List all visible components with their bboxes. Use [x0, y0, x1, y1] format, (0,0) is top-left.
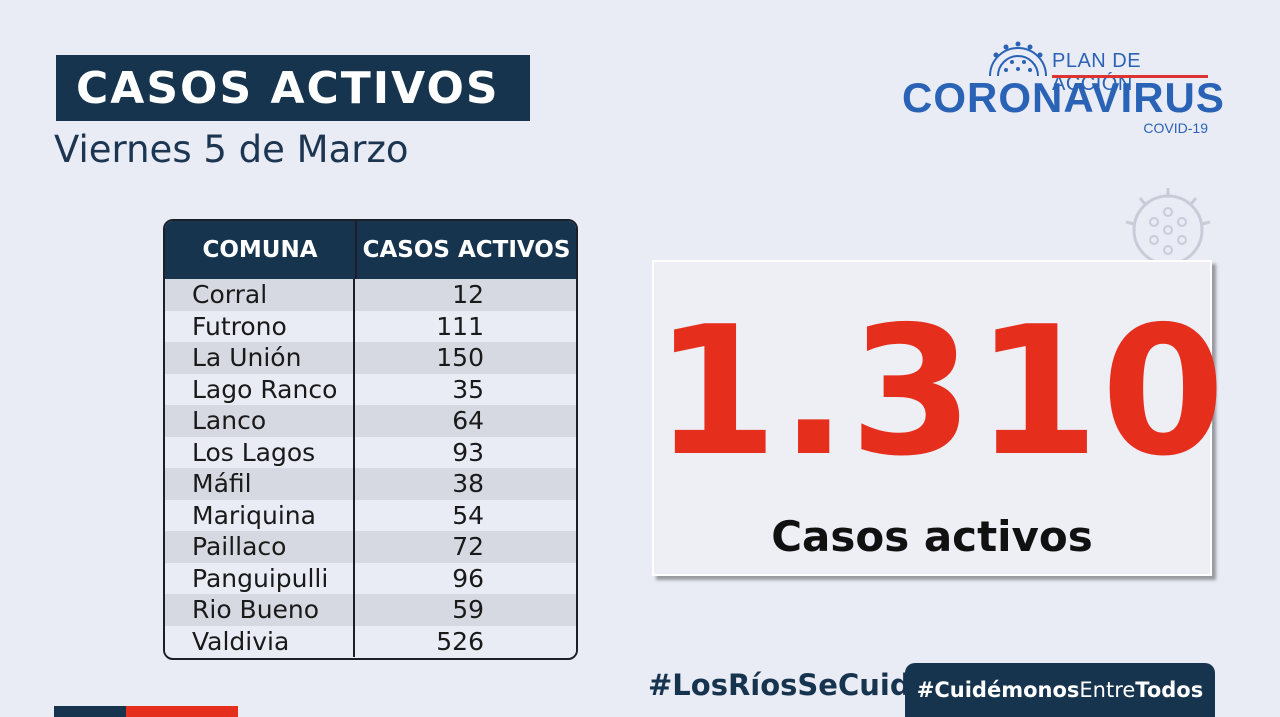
hashtag-los-rios: #LosRíosSeCuida — [648, 668, 931, 702]
casos-cell: 526 — [355, 625, 576, 657]
header-comuna: COMUNA — [165, 221, 357, 279]
comuna-cell: Máfil — [165, 468, 355, 500]
coronavirus-logo: PLAN DE ACCIÓN CORONAVIRUS COVID-19 — [900, 38, 1224, 138]
hashtag-part-3: Todos — [1135, 678, 1204, 702]
cases-table: COMUNA CASOS ACTIVOS Corral 12 Futrono 111 L… — [163, 219, 578, 660]
comuna-cell: Lanco — [165, 405, 355, 437]
table-row: Rio Bueno 59 — [165, 594, 576, 626]
virus-decoration-icon — [1125, 188, 1211, 260]
header-casos: CASOS ACTIVOS — [362, 237, 571, 263]
casos-cell: 54 — [355, 499, 576, 531]
casos-cell: 64 — [355, 405, 576, 437]
comuna-cell: Rio Bueno — [165, 594, 355, 626]
comuna-cell: La Unión — [165, 342, 355, 374]
casos-cell: 93 — [355, 436, 576, 468]
bottom-bar-red — [126, 706, 238, 717]
table-row: Corral 12 — [165, 279, 576, 311]
table-row: La Unión 150 — [165, 342, 576, 374]
hashtag-cuidemonos: #Cuidémonos Entre Todos — [905, 663, 1215, 717]
logo-covid-text: COVID-19 — [1143, 120, 1208, 136]
bottom-accent-bar — [54, 706, 238, 717]
total-label: Casos activos — [771, 512, 1093, 561]
table-row: Los Lagos 93 — [165, 436, 576, 468]
comuna-cell: Mariquina — [165, 499, 355, 531]
table-row: Valdivia 526 — [165, 625, 576, 657]
comuna-cell: Corral — [165, 279, 355, 311]
casos-cell: 35 — [355, 373, 576, 405]
logo-divider — [1052, 75, 1208, 78]
logo-main-text: CORONAVIRUS — [902, 74, 1225, 121]
casos-cell: 72 — [355, 531, 576, 563]
comuna-cell: Valdivia — [165, 625, 355, 657]
page-title: CASOS ACTIVOS — [56, 55, 530, 121]
casos-cell: 38 — [355, 468, 576, 500]
comuna-cell: Lago Ranco — [165, 373, 355, 405]
table-row: Mariquina 54 — [165, 499, 576, 531]
table-row: Máfil 38 — [165, 468, 576, 500]
logo-plan-text: PLAN DE ACCIÓN — [1052, 50, 1142, 95]
comuna-cell: Paillaco — [165, 531, 355, 563]
total-value: 1.310 — [654, 288, 1228, 495]
casos-cell: 111 — [355, 310, 576, 342]
table-row: Futrono 111 — [165, 310, 576, 342]
table-row: Lanco 64 — [165, 405, 576, 437]
virus-icon — [989, 41, 1047, 77]
casos-cell: 12 — [355, 279, 576, 311]
table-row: Panguipulli 96 — [165, 562, 576, 594]
hashtag-part-1: #Cuidémonos — [916, 678, 1080, 702]
casos-cell: 59 — [355, 594, 576, 626]
hashtag-part-2: Entre — [1079, 678, 1136, 702]
comuna-cell: Futrono — [165, 310, 355, 342]
date-subtitle: Viernes 5 de Marzo — [54, 128, 409, 171]
casos-cell: 150 — [355, 342, 576, 374]
casos-cell: 96 — [355, 562, 576, 594]
table-header: COMUNA CASOS ACTIVOS — [165, 221, 576, 279]
page-title-text: CASOS ACTIVOS — [76, 62, 500, 114]
table-row: Paillaco 72 — [165, 531, 576, 563]
comuna-cell: Los Lagos — [165, 436, 355, 468]
bottom-bar-navy — [54, 706, 126, 717]
total-card: 1.310 Casos activos — [652, 260, 1228, 576]
table-body: Corral 12 Futrono 111 La Unión 150 Lago Ranco 3… — [165, 279, 576, 657]
table-row: Lago Ranco 35 — [165, 373, 576, 405]
comuna-cell: Panguipulli — [165, 562, 355, 594]
